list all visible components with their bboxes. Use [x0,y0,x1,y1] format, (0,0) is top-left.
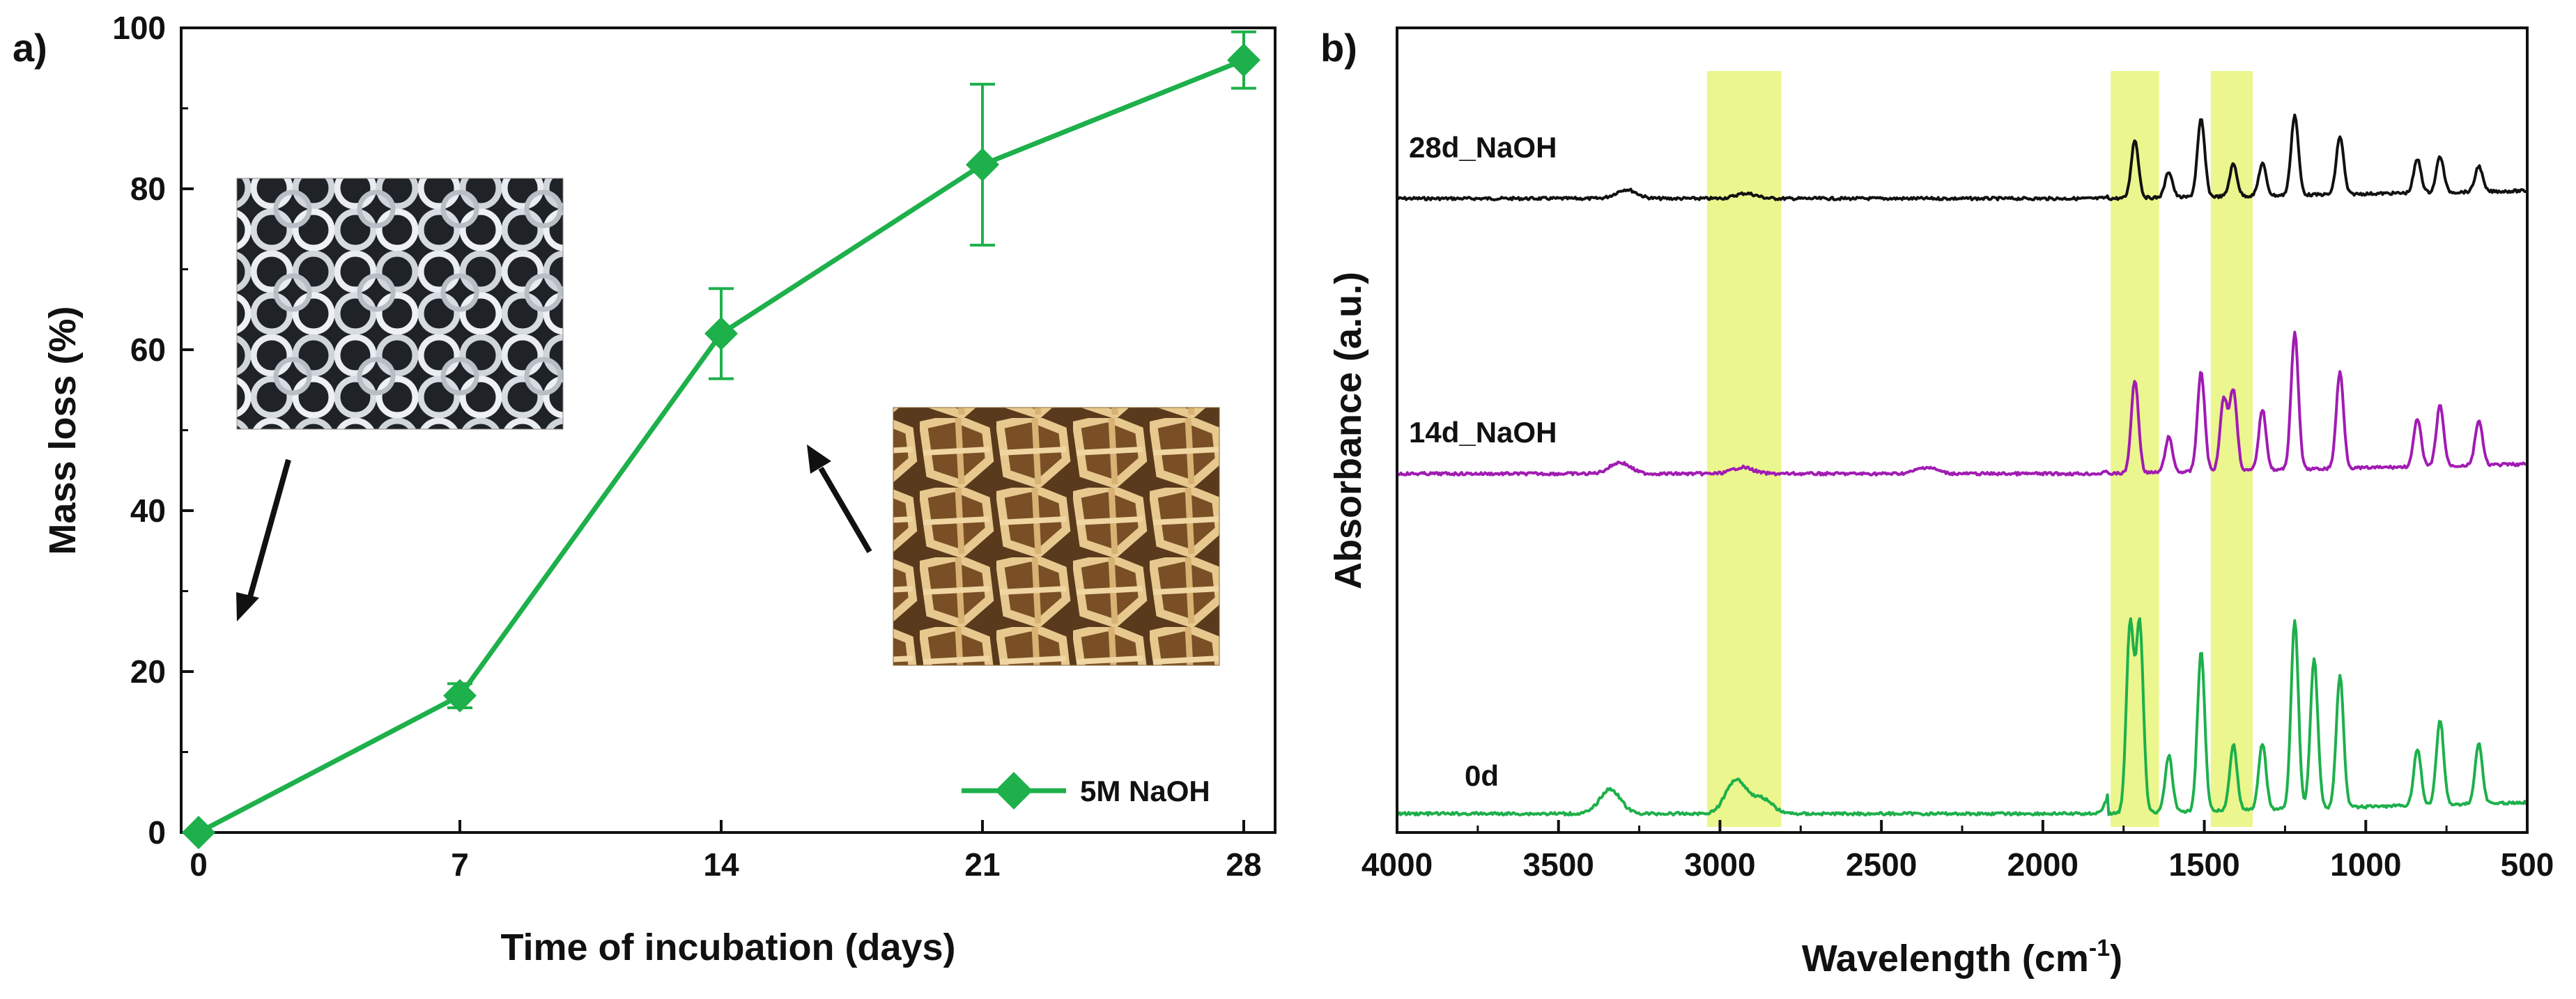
x-tick-label-b-1: 3500 [1523,846,1594,883]
y-tick-label-a-0: 0 [148,814,166,851]
x-tick-label-b-6: 1000 [2330,846,2401,883]
x-tick-label-b-2: 3000 [1684,846,1755,883]
inset-transparent-mesh-photo [236,178,564,430]
x-tick-label-a-1: 7 [451,846,469,883]
x-tick-label-a-4: 28 [1226,846,1261,883]
trace-label-0d: 0d [1465,759,1499,792]
series-5m-naoh [182,30,1260,849]
data-point-day-14 [704,316,738,350]
x-tick-label-b-3: 2500 [1846,846,1917,883]
x-axis-title-b-main: Wavelength (cm [1802,938,2089,979]
spectra [1396,114,2528,816]
trace-label-28d: 28d_NaOH [1409,131,1557,164]
arrow-to-day14 [807,444,872,554]
panel-b-ftir-chart: b) 4000 3500 3000 2500 2000 1500 1000 500 Wavel… [1320,26,2554,979]
highlight-band-0 [1706,71,1782,827]
y-tick-label-a-5: 100 [112,10,166,46]
legend-a: 5M NaOH [962,772,1210,810]
x-axis-title-a: Time of incubation (days) [500,927,955,968]
spectrum-28d_NaOH [1396,114,2528,201]
x-tick-label-a-2: 14 [703,846,739,883]
trace-label-14d: 14d_NaOH [1409,416,1557,449]
spectrum-0d [1396,617,2528,816]
data-point-day-21 [966,148,999,182]
plot-frame-b [1396,26,2529,834]
x-tick-label-b-0: 4000 [1362,846,1433,883]
panel-label-a: a) [13,26,47,70]
inset-degraded-mesh-photo [893,407,1220,666]
spectrum-14d_NaOH [1396,330,2528,477]
legend-label-a: 5M NaOH [1080,775,1210,807]
data-point-day-28 [1227,43,1260,77]
y-tick-label-a-3: 60 [130,332,166,368]
y-tick-label-a-4: 80 [130,171,166,207]
y-axis-title-a: Mass loss (%) [42,306,84,555]
data-point-day-0 [182,816,215,849]
y-axis-ticks-a: 0 20 40 60 80 100 [112,10,194,851]
x-tick-label-b-5: 1500 [2168,846,2239,883]
x-tick-label-a-3: 21 [964,846,1000,883]
x-axis-ticks-b: 4000 3500 3000 2500 2000 1500 1000 500 [1362,820,2554,883]
legend-marker-a [995,772,1033,810]
y-tick-label-a-2: 40 [130,493,166,529]
x-tick-label-b-7: 500 [2501,846,2554,883]
panel-label-b: b) [1320,26,1357,70]
x-tick-label-a-0: 0 [190,846,208,883]
y-axis-title-b: Absorbance (a.u.) [1327,272,1369,589]
y-tick-label-a-1: 20 [130,653,166,690]
data-point-day-7 [443,679,477,713]
x-tick-label-b-4: 2000 [2007,846,2078,883]
x-axis-ticks-a: 0 7 14 21 28 [190,820,1262,883]
x-axis-title-b-sup: -1 [2089,935,2110,961]
highlight-band-1 [2111,71,2159,827]
arrow-to-day0 [236,458,291,621]
panel-a-mass-loss-chart: a) 0 20 40 60 80 100 0 7 14 21 28 Time of incubat… [13,10,1277,968]
x-axis-title-b: Wavelength (cm-1) [1802,935,2122,979]
x-axis-title-b-end: ) [2110,938,2122,979]
